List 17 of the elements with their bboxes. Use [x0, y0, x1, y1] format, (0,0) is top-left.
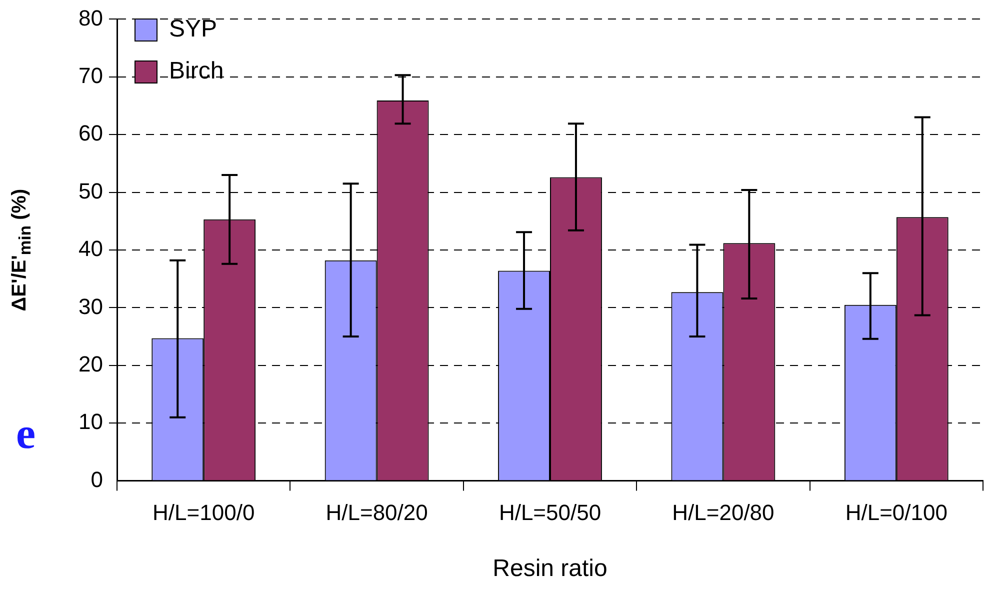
y-tick-label: 30 — [78, 294, 103, 319]
y-tick-label: 80 — [78, 5, 103, 30]
x-tick-label: H/L=0/100 — [845, 500, 948, 526]
y-tick-label: 0 — [90, 466, 103, 492]
y-tick-label: 60 — [78, 120, 103, 146]
x-axis-title: Resin ratio — [492, 555, 608, 582]
y-tick-label: 20 — [78, 351, 103, 376]
legend-label: SYP — [169, 16, 218, 43]
y-tick-label: 50 — [78, 178, 103, 204]
x-tick-label: H/L=100/0 — [152, 500, 255, 526]
x-tick-label: H/L=80/20 — [326, 500, 428, 526]
x-tick-label: H/L=50/50 — [498, 500, 602, 526]
y-tick-label: 40 — [78, 236, 103, 262]
x-tick-label: H/L=20/80 — [672, 500, 774, 526]
text: e — [16, 408, 36, 459]
y-tick-label: 70 — [78, 62, 103, 88]
y-tick-label: 10 — [78, 409, 103, 434]
